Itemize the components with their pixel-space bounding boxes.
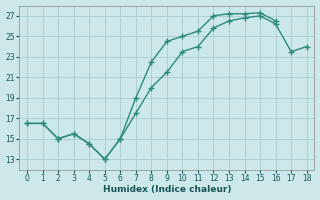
X-axis label: Humidex (Indice chaleur): Humidex (Indice chaleur) xyxy=(103,185,231,194)
